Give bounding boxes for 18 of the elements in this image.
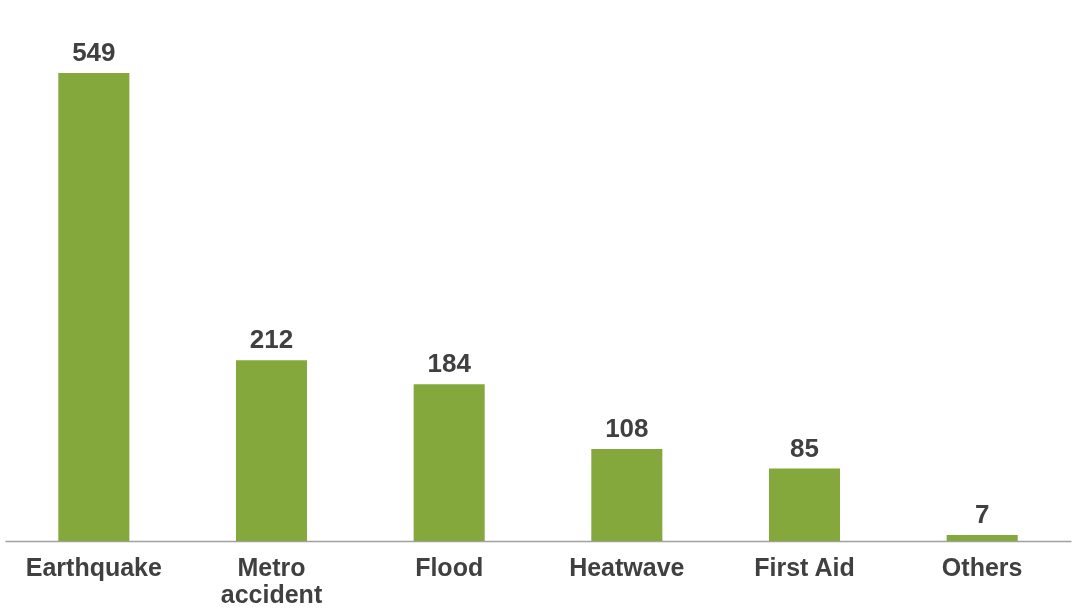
data-label: 85: [790, 432, 819, 463]
bar: [235, 360, 308, 541]
x-tick-label: Heatwave: [569, 552, 685, 581]
bar: [591, 448, 663, 541]
data-label: 108: [605, 412, 649, 443]
bar: [413, 384, 485, 541]
x-tick-label: Earthquake: [25, 552, 162, 581]
x-tick-label: First Aid: [754, 552, 855, 581]
x-tick-label: Others: [941, 552, 1023, 581]
bar: [58, 73, 130, 541]
bar: [768, 468, 841, 541]
x-tick-label: Flood: [415, 552, 484, 581]
data-label: 549: [72, 37, 116, 67]
x-tick-label: Metro accident: [220, 552, 323, 608]
data-label: 212: [249, 324, 294, 355]
data-label: 7: [974, 499, 990, 530]
bar: [946, 535, 1018, 541]
data-label: 184: [427, 348, 472, 379]
